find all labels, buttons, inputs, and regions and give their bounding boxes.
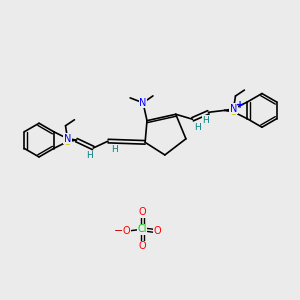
Text: H: H <box>202 116 209 125</box>
Text: S: S <box>230 107 237 117</box>
Text: N: N <box>64 134 71 144</box>
Text: O: O <box>138 241 146 251</box>
Text: O: O <box>138 207 146 218</box>
Text: H: H <box>86 152 93 160</box>
Text: S: S <box>64 136 70 147</box>
Text: O: O <box>153 226 161 236</box>
Text: +: + <box>236 100 244 110</box>
Text: H: H <box>111 145 117 154</box>
Text: −: − <box>114 226 123 236</box>
Text: N: N <box>140 98 147 108</box>
Text: O: O <box>122 226 130 236</box>
Text: N: N <box>230 104 237 114</box>
Text: Cl: Cl <box>137 224 147 234</box>
Text: H: H <box>194 123 201 132</box>
